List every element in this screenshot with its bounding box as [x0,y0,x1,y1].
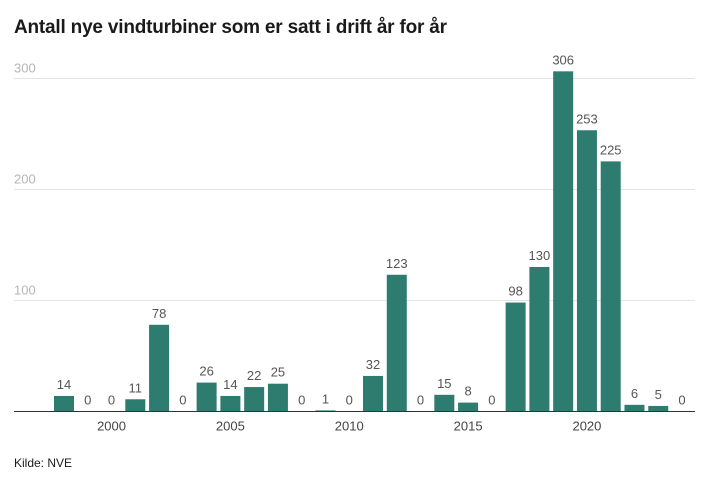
bar [363,375,384,412]
bar [434,394,455,412]
bar [600,161,621,412]
y-axis-ticks: 100 200 300 [14,61,36,298]
data-label: 0 [108,393,115,408]
data-label: 0 [678,393,685,408]
data-label: 8 [464,384,471,399]
data-label: 32 [366,357,380,372]
bar [648,405,669,412]
data-label: 253 [576,111,598,126]
data-label: 225 [600,142,622,157]
bar [458,402,479,412]
data-label: 0 [84,393,91,408]
data-label: 0 [298,393,305,408]
data-label: 0 [346,393,353,408]
bar [553,71,574,412]
x-tick-label: 2015 [454,419,483,434]
x-tick-label: 2000 [97,419,126,434]
bar [244,387,265,412]
chart-title: Antall nye vindturbiner som er satt i dr… [14,17,447,38]
bar [505,302,526,412]
bar [125,399,146,412]
data-label: 130 [529,248,551,263]
y-tick-label: 200 [14,172,36,187]
x-tick-label: 2010 [335,419,364,434]
data-label: 22 [247,368,261,383]
data-label: 26 [199,364,213,379]
bar [624,404,645,412]
source-note: Kilde: NVE [14,456,73,470]
bar [196,382,217,412]
data-label: 25 [271,365,285,380]
y-tick-label: 300 [14,61,36,76]
bar [220,395,241,412]
x-tick-label: 2020 [572,419,601,434]
data-label: 0 [417,393,424,408]
y-tick-label: 100 [14,283,36,298]
bars [54,71,669,412]
data-label: 0 [488,393,495,408]
bar [576,130,597,412]
bar [267,383,288,412]
x-axis-ticks: 2000 2005 2010 2015 2020 [97,419,601,434]
bar [386,274,407,412]
data-label: 123 [386,256,408,271]
data-label: 0 [179,393,186,408]
data-label: 5 [655,387,662,402]
bar [529,266,550,412]
data-label: 98 [508,284,522,299]
data-labels: 14 0 0 11 78 0 26 14 22 25 0 1 0 32 123 0 15 8 0 98 130 306 25… [57,52,686,407]
data-label: 15 [437,376,451,391]
data-label: 14 [57,377,71,392]
data-label: 78 [152,306,166,321]
bar [315,410,336,412]
x-tick-label: 2005 [216,419,245,434]
bar [54,395,74,412]
data-label: 14 [223,377,237,392]
data-label: 1 [322,391,329,406]
data-label: 306 [552,52,574,67]
data-label: 6 [631,386,638,401]
bar [149,324,170,412]
data-label: 11 [129,380,143,395]
